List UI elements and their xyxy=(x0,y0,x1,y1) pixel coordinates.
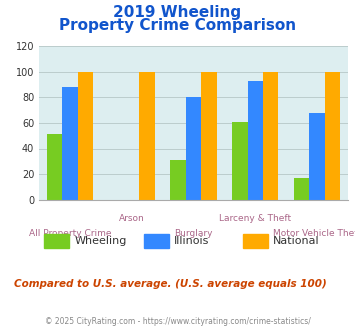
Text: © 2025 CityRating.com - https://www.cityrating.com/crime-statistics/: © 2025 CityRating.com - https://www.city… xyxy=(45,317,310,326)
Text: Burglary: Burglary xyxy=(174,229,213,238)
Text: Larceny & Theft: Larceny & Theft xyxy=(219,214,291,222)
Text: Wheeling: Wheeling xyxy=(75,236,127,246)
Text: National: National xyxy=(273,236,320,246)
Bar xyxy=(325,72,340,200)
Bar xyxy=(62,87,78,200)
Bar xyxy=(309,113,325,200)
Bar xyxy=(263,72,278,200)
Bar xyxy=(140,72,155,200)
Text: Property Crime Comparison: Property Crime Comparison xyxy=(59,18,296,33)
Text: Motor Vehicle Theft: Motor Vehicle Theft xyxy=(273,229,355,238)
Bar xyxy=(247,81,263,200)
Bar xyxy=(78,72,93,200)
Bar xyxy=(186,97,201,200)
Bar xyxy=(294,178,309,200)
Bar xyxy=(47,134,62,200)
Text: Arson: Arson xyxy=(119,214,144,222)
Bar xyxy=(232,122,247,200)
Text: Compared to U.S. average. (U.S. average equals 100): Compared to U.S. average. (U.S. average … xyxy=(14,279,327,289)
Text: 2019 Wheeling: 2019 Wheeling xyxy=(114,5,241,20)
Bar xyxy=(201,72,217,200)
Text: All Property Crime: All Property Crime xyxy=(29,229,111,238)
Text: Illinois: Illinois xyxy=(174,236,209,246)
Bar xyxy=(170,160,186,200)
